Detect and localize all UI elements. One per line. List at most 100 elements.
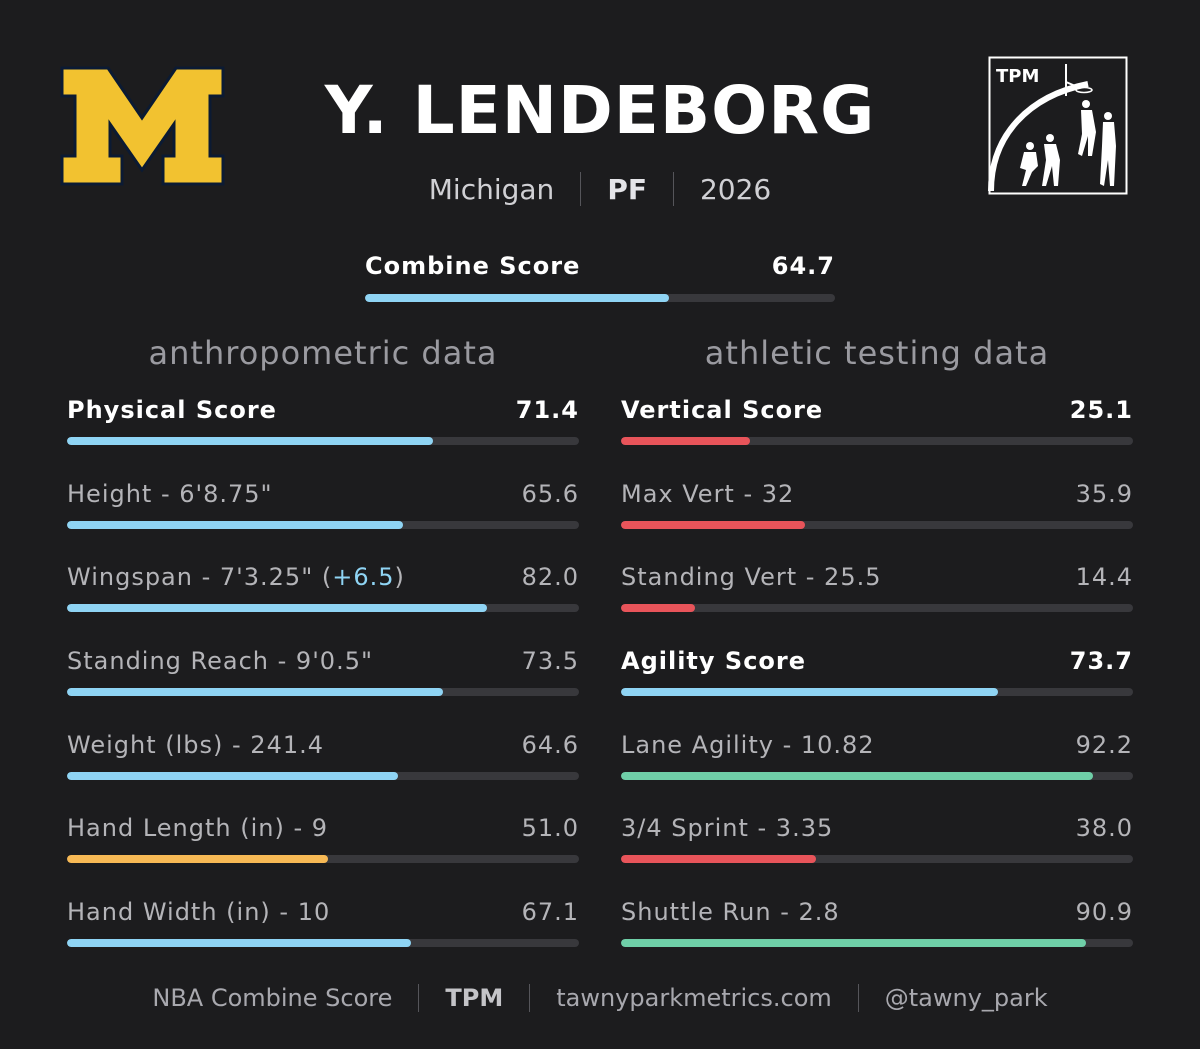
- tpm-logo: TPM: [988, 56, 1128, 195]
- combine-score-label: Combine Score: [365, 252, 581, 280]
- metric-row: Physical Score 71.4: [67, 396, 579, 480]
- metric-label: Hand Length (in) - 9: [67, 814, 328, 842]
- metric-bar-fill: [621, 604, 695, 613]
- metric-bar-fill: [621, 939, 1087, 948]
- metric-label-text: Wingspan - 7'3.25" (: [67, 563, 333, 592]
- metric-row: Weight (lbs) - 241.4 64.6: [67, 731, 579, 815]
- metric-value: 90.9: [1075, 898, 1133, 927]
- metric-bar: [67, 520, 579, 529]
- wingspan-diff: +6.5: [332, 563, 395, 592]
- metric-value: 51.0: [521, 814, 579, 843]
- metric-value: 73.5: [521, 647, 579, 676]
- metric-bar-fill: [621, 520, 805, 529]
- athletic-title: athletic testing data: [704, 334, 1050, 372]
- metric-label-text: Max Vert - 32: [621, 479, 795, 508]
- combine-score: Combine Score 64.7: [365, 252, 835, 302]
- metric-value: 92.2: [1075, 730, 1133, 759]
- metric-label: Wingspan - 7'3.25" (+6.5): [67, 563, 405, 591]
- metric-bar: [621, 939, 1133, 948]
- metric-bar: [67, 688, 579, 697]
- combine-score-value: 64.7: [771, 252, 835, 280]
- metric-bar-fill: [67, 771, 398, 780]
- metric-label: Hand Width (in) - 10: [67, 898, 330, 926]
- metric-label-text: Hand Width (in) - 10: [67, 898, 331, 927]
- divider: [529, 984, 531, 1012]
- player-name: Y. LENDEBORG: [324, 72, 876, 149]
- metric-bar: [621, 688, 1133, 697]
- metric-bar-fill: [67, 855, 329, 864]
- footer-handle: @tawny_park: [884, 984, 1048, 1012]
- athletic-list: Vertical Score 25.1 Max Vert - 32 35.9 Stand…: [621, 396, 1133, 982]
- metric-label: Weight (lbs) - 241.4: [67, 731, 324, 759]
- metric-label: Vertical Score: [621, 396, 823, 424]
- metric-bar-fill: [621, 771, 1094, 780]
- metric-row: Hand Length (in) - 9 51.0: [67, 814, 579, 898]
- footer: NBA Combine Score TPM tawnyparkmetrics.c…: [0, 984, 1200, 1012]
- metric-bar: [621, 771, 1133, 780]
- team-name: Michigan: [428, 172, 555, 206]
- svg-text:TPM: TPM: [996, 66, 1039, 87]
- divider: [580, 172, 582, 206]
- metric-label-text: Vertical Score: [621, 396, 824, 424]
- metric-row: 3/4 Sprint - 3.35 38.0: [621, 814, 1133, 898]
- metric-label-text: Hand Length (in) - 9: [67, 814, 329, 843]
- metric-bar-fill: [67, 437, 433, 445]
- metric-bar: [67, 604, 579, 613]
- metric-label-text: Lane Agility - 10.82: [621, 730, 875, 759]
- metric-label: Lane Agility - 10.82: [621, 731, 875, 759]
- metric-label: Shuttle Run - 2.8: [621, 898, 840, 926]
- metric-label-text: Standing Reach - 9'0.5": [67, 647, 374, 676]
- metric-row: Shuttle Run - 2.8 90.9: [621, 898, 1133, 982]
- metric-bar: [67, 855, 579, 864]
- michigan-logo: [60, 66, 225, 186]
- metric-label-text: Agility Score: [621, 647, 807, 676]
- metric-value: 38.0: [1075, 814, 1133, 843]
- metric-row: Wingspan - 7'3.25" (+6.5) 82.0: [67, 563, 579, 647]
- metric-label-text: Height - 6'8.75": [67, 479, 273, 508]
- footer-brand: TPM: [445, 984, 504, 1012]
- metric-row: Lane Agility - 10.82 92.2: [621, 731, 1133, 815]
- metric-value: 71.4: [515, 396, 579, 424]
- metric-bar: [67, 939, 579, 948]
- metric-bar: [621, 520, 1133, 529]
- combine-score-fill: [365, 294, 670, 302]
- metric-label-suffix: ): [394, 563, 405, 592]
- metric-bar: [67, 771, 579, 780]
- metric-bar-fill: [621, 855, 816, 864]
- metric-label: Max Vert - 32: [621, 480, 794, 508]
- divider: [672, 172, 674, 206]
- metric-bar-fill: [67, 939, 411, 948]
- metric-label: Physical Score: [67, 396, 277, 424]
- position: PF: [607, 172, 647, 206]
- metric-bar-fill: [621, 437, 750, 445]
- metric-label-text: 3/4 Sprint - 3.35: [621, 814, 834, 843]
- metric-label: Standing Reach - 9'0.5": [67, 647, 373, 675]
- combine-score-bar: [365, 294, 835, 302]
- metric-bar: [621, 604, 1133, 613]
- metric-row: Hand Width (in) - 10 67.1: [67, 898, 579, 982]
- metric-bar: [67, 437, 579, 445]
- divider: [418, 984, 420, 1012]
- metric-bar-fill: [67, 520, 403, 529]
- metric-bar-fill: [621, 688, 999, 697]
- metric-row: Agility Score 73.7: [621, 647, 1133, 731]
- metric-value: 64.6: [521, 730, 579, 759]
- metric-label-text: Shuttle Run - 2.8: [621, 898, 840, 927]
- metric-bar-fill: [67, 604, 487, 613]
- metric-row: Max Vert - 32 35.9: [621, 480, 1133, 564]
- anthropometric-list: Physical Score 71.4 Height - 6'8.75" 65.6 Wi…: [67, 396, 579, 982]
- metric-value: 67.1: [521, 898, 579, 927]
- divider: [857, 984, 859, 1012]
- metric-label-text: Physical Score: [67, 396, 277, 424]
- player-info: Michigan PF 2026: [0, 172, 1200, 206]
- metric-row: Height - 6'8.75" 65.6: [67, 480, 579, 564]
- metric-label-text: Weight (lbs) - 241.4: [67, 730, 324, 759]
- metric-bar: [621, 855, 1133, 864]
- metric-bar-fill: [67, 688, 444, 697]
- metric-value: 35.9: [1075, 479, 1133, 508]
- metric-label: Height - 6'8.75": [67, 480, 273, 508]
- metric-row: Standing Vert - 25.5 14.4: [621, 563, 1133, 647]
- metric-bar: [621, 437, 1133, 445]
- metric-value: 25.1: [1069, 396, 1133, 424]
- footer-source: NBA Combine Score: [152, 984, 393, 1012]
